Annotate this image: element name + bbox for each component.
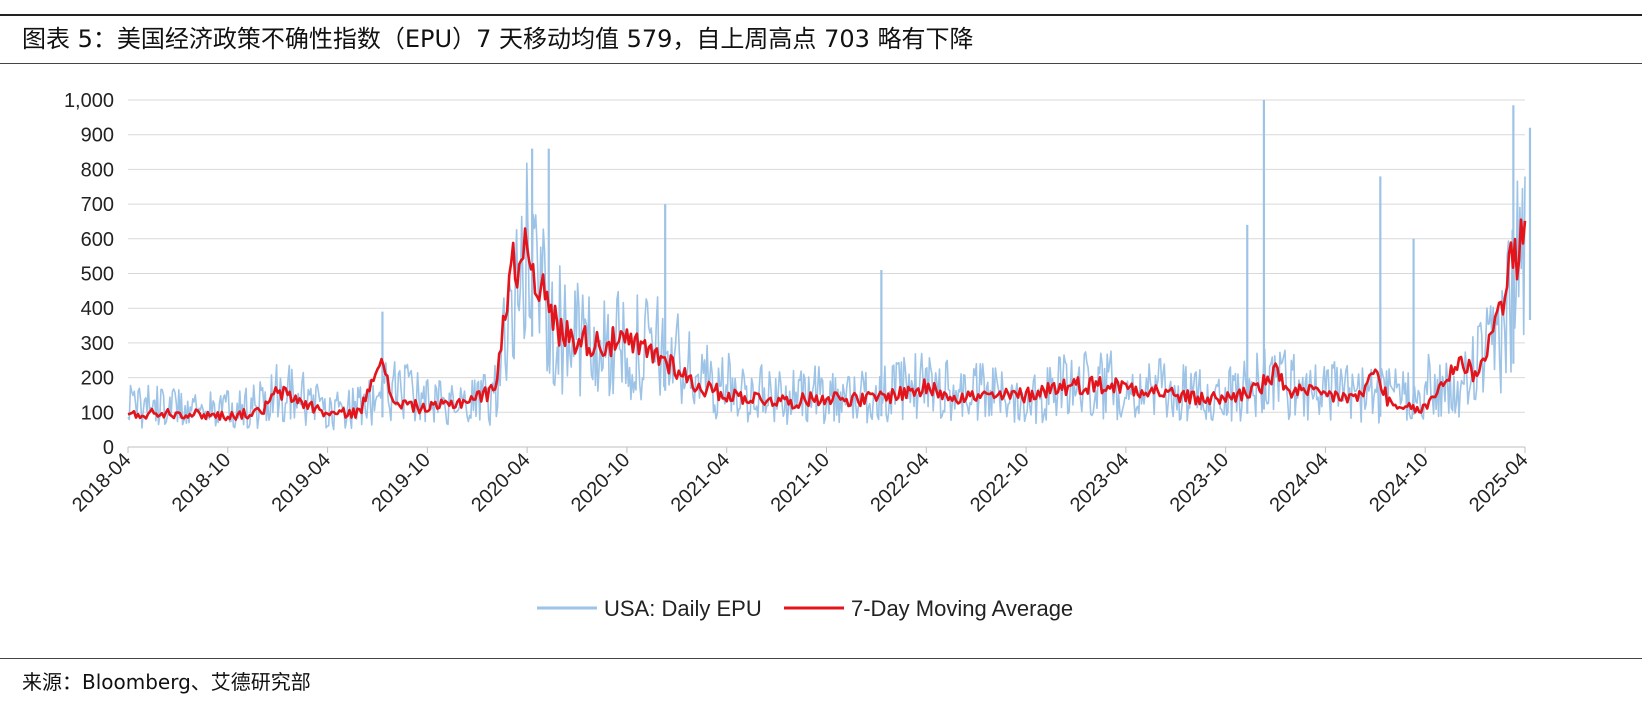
y-axis: 0 100 200 300 400 500 600 700 800 900 1,000	[64, 90, 114, 459]
y-tick-label: 200	[81, 368, 114, 390]
y-tick-label: 400	[81, 298, 114, 320]
legend-label-moving-average: 7-Day Moving Average	[851, 596, 1073, 621]
x-tick-label: 2019-10	[367, 449, 434, 516]
figure-title: 图表 5：美国经济政策不确性指数（EPU）7 天移动均值 579，自上周高点 7…	[22, 25, 974, 53]
title-separator	[0, 63, 1642, 64]
x-tick-label: 2021-10	[767, 449, 834, 516]
moving-average-line	[127, 218, 1527, 422]
y-tick-label: 800	[81, 159, 114, 181]
x-axis: 2018-04 2018-10 2019-04 2019-10 2020-04 2020-…	[68, 446, 1533, 516]
moving-average-series	[127, 218, 1527, 422]
x-tick-label: 2020-04	[467, 449, 534, 516]
x-tick-label: 2024-04	[1266, 449, 1333, 516]
x-tick-label: 2021-04	[667, 449, 734, 516]
source-note: 来源：Bloomberg、艾德研究部	[22, 670, 311, 694]
y-tick-label: 300	[81, 333, 114, 355]
x-tick-label: 2018-04	[68, 449, 135, 516]
source-separator	[0, 658, 1642, 659]
epu-line-chart: 0 100 200 300 400 500 600 700 800 900 1,000 2018-0…	[64, 90, 1533, 621]
top-rule	[0, 14, 1642, 16]
y-tick-label: 700	[81, 194, 114, 216]
y-tick-label: 0	[103, 437, 114, 459]
daily-epu-series	[127, 100, 1532, 431]
y-tick-label: 100	[81, 402, 114, 424]
x-tick-label: 2024-10	[1365, 449, 1432, 516]
y-tick-label: 900	[81, 125, 114, 147]
x-tick-label: 2020-10	[567, 449, 634, 516]
y-tick-label: 1,000	[64, 90, 114, 112]
x-tick-label: 2018-10	[168, 449, 235, 516]
x-tick-label: 2023-04	[1066, 449, 1133, 516]
daily-epu-line	[127, 162, 1526, 431]
y-tick-label: 500	[81, 264, 114, 286]
x-tick-label: 2019-04	[268, 449, 335, 516]
x-tick-label: 2025-04	[1465, 449, 1532, 516]
x-tick-label: 2023-10	[1166, 449, 1233, 516]
legend-label-daily: USA: Daily EPU	[604, 596, 762, 621]
x-tick-label: 2022-10	[966, 449, 1033, 516]
x-tick-label: 2022-04	[866, 449, 933, 516]
legend: USA: Daily EPU 7-Day Moving Average	[537, 596, 1073, 621]
y-tick-label: 600	[81, 229, 114, 251]
